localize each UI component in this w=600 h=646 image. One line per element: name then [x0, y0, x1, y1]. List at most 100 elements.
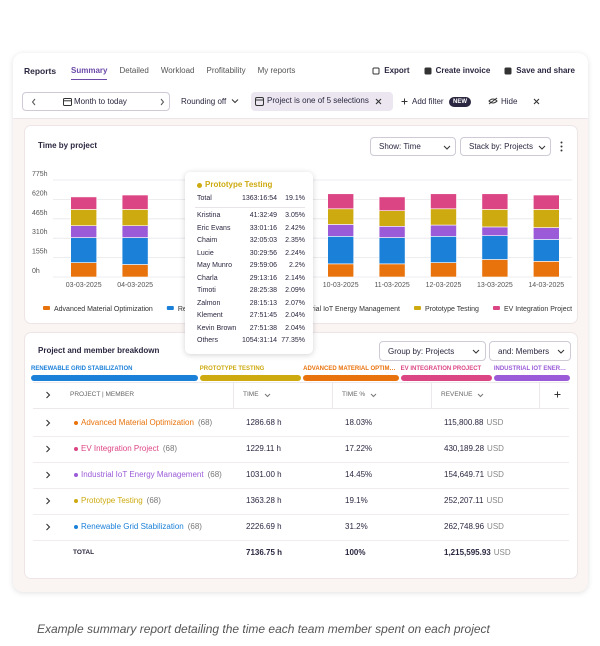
action-icon-shape	[504, 67, 512, 75]
bar-segment	[327, 224, 355, 237]
expand-icon[interactable]	[45, 391, 51, 399]
tab[interactable]: Detailed	[119, 66, 149, 75]
members-select[interactable]: and: Members	[489, 341, 571, 361]
bar-segment	[481, 235, 509, 260]
project-filter[interactable]: Project is one of 5 selections	[251, 92, 393, 111]
chevron	[443, 145, 451, 150]
chart-title: Time by project	[38, 141, 97, 150]
project-icon	[255, 97, 264, 106]
plus-path	[554, 391, 561, 398]
next-icon[interactable]	[159, 98, 165, 106]
project-name[interactable]: Advanced Material Optimization	[81, 418, 194, 427]
tooltip-name: Eric Evans	[197, 224, 231, 232]
y-tick-label: 620h	[32, 190, 48, 197]
bar-segment	[378, 263, 406, 278]
bar-segment	[70, 237, 98, 263]
project-dot	[74, 473, 78, 477]
percent-cell: 19.1%	[345, 496, 368, 505]
rounding-filter[interactable]: Rounding off	[181, 97, 227, 106]
tooltip-percent: 2.35%	[285, 237, 305, 244]
legend-label: Advanced Material Optimization	[54, 306, 153, 313]
chevron-path	[477, 393, 484, 398]
member-count: (68)	[162, 444, 178, 453]
currency: USD	[486, 418, 504, 427]
stack-select[interactable]: Stack by: Projects	[460, 137, 551, 156]
actions: Export Create invoice Save and share	[372, 66, 575, 76]
bar-segment	[327, 208, 355, 225]
prev-icon[interactable]	[31, 98, 37, 106]
project-name[interactable]: Renewable Grid Stabilization	[81, 522, 184, 531]
tooltip-time: 32:05:03	[249, 237, 277, 244]
total-currency: USD	[493, 548, 511, 557]
project-name[interactable]: Prototype Testing	[81, 496, 143, 505]
currency: USD	[487, 522, 504, 531]
segment-label: PROTOTYPE TESTING	[199, 366, 265, 372]
row-divider	[33, 488, 569, 489]
hide-button[interactable]: Hide	[501, 97, 518, 106]
column-header: PROJECT | MEMBER	[70, 391, 135, 398]
expand-icon[interactable]	[45, 445, 51, 453]
group-select[interactable]: Group by: Projects	[379, 341, 486, 361]
bar-segment	[378, 226, 406, 238]
action-button[interactable]: Save and share	[504, 66, 575, 76]
expand-path	[46, 391, 51, 399]
time-cell: 2226.69 h	[246, 522, 282, 531]
bar-segment	[121, 237, 149, 265]
member-count: (68)	[146, 496, 161, 505]
date-picker[interactable]: Month to today	[22, 92, 170, 111]
revenue-cell: 115,800.88 USD	[444, 418, 503, 428]
x-tick-label: 14-03-2025	[528, 282, 564, 289]
revenue: 430,189.28	[444, 444, 485, 453]
tab[interactable]: Summary	[71, 66, 108, 80]
y-tick-label: 155h	[32, 249, 48, 256]
project-name[interactable]: Industrial IoT Energy Management	[81, 470, 204, 479]
bar-segment	[532, 261, 560, 278]
tooltip-time: 1363:16:54	[241, 195, 277, 202]
action-icon	[424, 67, 432, 75]
legend-label: Prototype Testing	[425, 306, 479, 313]
expand-icon[interactable]	[45, 471, 51, 479]
add-icon[interactable]	[401, 98, 408, 105]
remove-filter[interactable]	[375, 98, 382, 105]
tab[interactable]: Workload	[160, 66, 195, 75]
bar-segment	[532, 194, 560, 210]
tooltip-dot	[197, 183, 202, 188]
action-button[interactable]: Create invoice	[424, 66, 490, 76]
date-range: Month to today	[74, 97, 127, 106]
percent-cell: 31.2%	[345, 522, 368, 531]
revenue: 262,748.96	[444, 522, 485, 531]
tooltip-percent: 2.09%	[285, 287, 305, 294]
tooltip-name: May Munro	[197, 262, 233, 269]
add-column[interactable]	[554, 391, 561, 398]
action-button[interactable]: Export	[372, 66, 410, 76]
project-name[interactable]: EV Integration Project	[81, 444, 159, 453]
more-menu[interactable]	[559, 141, 564, 152]
clear-filters[interactable]	[533, 98, 540, 105]
chevron	[477, 393, 484, 398]
currency: USD	[486, 496, 504, 505]
action-icon	[372, 67, 380, 75]
expand-icon[interactable]	[45, 497, 51, 505]
expand-icon[interactable]	[45, 523, 51, 531]
chevron	[538, 145, 546, 150]
breakdown-card	[25, 333, 577, 578]
x-tick-label: 03-03-2025	[66, 282, 102, 289]
expand-icon[interactable]	[45, 419, 51, 427]
project-cell: EV Integration Project (68)	[81, 444, 177, 454]
bar-segment	[121, 209, 149, 226]
time-cell: 1363.28 h	[246, 496, 282, 505]
bar-segment	[481, 259, 509, 278]
tab[interactable]: My reports	[257, 66, 296, 75]
caption: Example summary report detailing the tim…	[37, 622, 490, 636]
tab[interactable]: Profitability	[206, 66, 246, 75]
page-title: Reports	[24, 66, 57, 76]
tooltip-time: 29:13:16	[249, 274, 277, 282]
tooltip-time: 28:15:13	[249, 299, 277, 307]
add-filter[interactable]: Add filter	[412, 97, 444, 106]
total-revenue: 1,215,595.93	[444, 548, 491, 557]
time-cell: 1229.11 h	[246, 444, 281, 453]
show-select[interactable]: Show: Time	[370, 137, 456, 156]
legend-swatch	[492, 306, 500, 310]
rounding-chevron[interactable]	[231, 98, 239, 104]
